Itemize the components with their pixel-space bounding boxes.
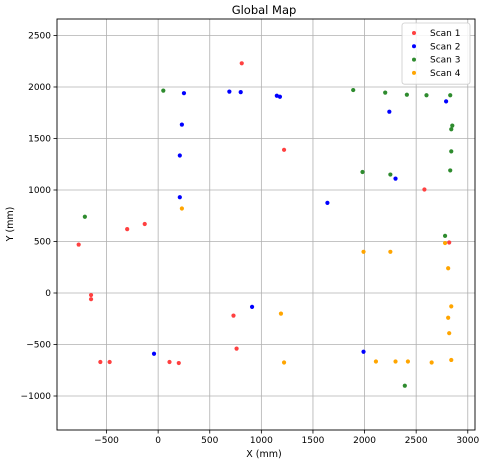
data-point — [82, 214, 87, 219]
data-point — [360, 169, 365, 175]
x-tick-label: 2500 — [405, 436, 428, 446]
data-point — [447, 240, 452, 245]
data-point — [151, 351, 157, 356]
data-point — [424, 93, 429, 98]
data-point — [446, 315, 451, 320]
data-point — [402, 383, 407, 388]
data-point — [238, 90, 243, 95]
data-point — [442, 240, 448, 246]
legend-label: Scan 2 — [430, 42, 460, 52]
data-point — [429, 360, 434, 365]
data-point — [383, 90, 388, 95]
data-point — [442, 233, 448, 238]
data-point — [234, 346, 239, 351]
data-point — [388, 249, 393, 254]
x-tick-label: 0 — [155, 436, 161, 446]
y-tick-label: 1500 — [28, 134, 51, 144]
data-point — [76, 242, 81, 247]
data-point — [125, 227, 130, 232]
data-point — [361, 349, 366, 354]
data-point — [444, 99, 449, 104]
plot-frame — [56, 18, 476, 431]
data-point — [278, 311, 284, 316]
legend-marker — [412, 70, 416, 75]
y-tick-label: 2000 — [28, 83, 51, 93]
data-point — [281, 360, 287, 365]
data-point — [227, 89, 232, 94]
data-point — [449, 149, 454, 154]
legend-label: Scan 3 — [430, 56, 460, 66]
legend: Scan 1 Scan 2 Scan 3 Scan 4 — [401, 22, 471, 85]
legend-label: Scan 4 — [430, 69, 461, 79]
legend-marker — [412, 31, 416, 35]
data-point — [161, 88, 166, 93]
data-point — [231, 313, 236, 318]
data-point — [449, 127, 454, 132]
data-point — [393, 176, 398, 181]
y-tick-label: −1000 — [21, 392, 52, 402]
data-point — [281, 147, 287, 152]
x-tick-label: 2000 — [353, 436, 376, 446]
data-point — [325, 200, 330, 205]
data-point — [422, 187, 427, 192]
series-4 — [179, 206, 454, 365]
data-point — [107, 359, 112, 365]
data-point — [239, 61, 244, 66]
y-axis-label: Y (mm) — [5, 207, 16, 243]
grid-lines — [57, 19, 475, 430]
data-point — [98, 359, 103, 365]
data-point — [449, 357, 454, 363]
data-point — [361, 249, 366, 254]
data-point — [88, 292, 94, 298]
y-tick-label: −500 — [26, 341, 51, 351]
data-point — [179, 206, 184, 211]
data-point — [142, 221, 147, 227]
data-point — [449, 304, 454, 309]
series-3 — [82, 87, 455, 388]
data-point — [387, 109, 392, 114]
data-point — [446, 266, 451, 271]
data-point — [88, 297, 94, 302]
x-tick-label: 3000 — [456, 436, 479, 446]
data-point — [177, 195, 182, 200]
y-tick-label: 500 — [34, 237, 51, 247]
data-point — [351, 87, 356, 93]
data-point — [404, 92, 409, 97]
data-point — [167, 359, 172, 365]
data-point — [447, 331, 452, 336]
legend-label: Scan 1 — [430, 29, 460, 39]
data-point — [179, 122, 184, 127]
x-tick-label: 1000 — [250, 436, 273, 446]
data-point — [388, 172, 393, 177]
legend-marker — [412, 44, 416, 49]
legend-box — [401, 22, 471, 85]
data-point — [393, 359, 398, 364]
legend-marker — [412, 57, 416, 62]
axis-ticks: −500 0 500 1000 1500 2000 2500 3000 −1000 −500 0 50… — [21, 31, 480, 446]
data-point — [405, 359, 411, 364]
data-point — [181, 91, 187, 96]
data-point — [448, 168, 453, 173]
chart-title: Global Map — [232, 3, 297, 17]
y-tick-label: 0 — [45, 289, 51, 299]
data-points — [76, 61, 455, 388]
x-axis-label: X (mm) — [246, 449, 281, 460]
data-point — [373, 359, 379, 364]
y-tick-label: 1000 — [28, 186, 51, 196]
data-point — [249, 304, 255, 310]
y-tick-label: 2500 — [28, 31, 51, 41]
data-point — [277, 94, 283, 99]
series-1 — [76, 61, 452, 366]
x-tick-label: 500 — [201, 436, 218, 446]
x-tick-label: 1500 — [302, 436, 325, 446]
x-tick-label: −500 — [94, 436, 119, 446]
series-2 — [151, 89, 449, 356]
data-point — [450, 123, 455, 128]
data-point — [176, 360, 181, 366]
data-point — [448, 93, 453, 98]
data-point — [177, 153, 182, 158]
